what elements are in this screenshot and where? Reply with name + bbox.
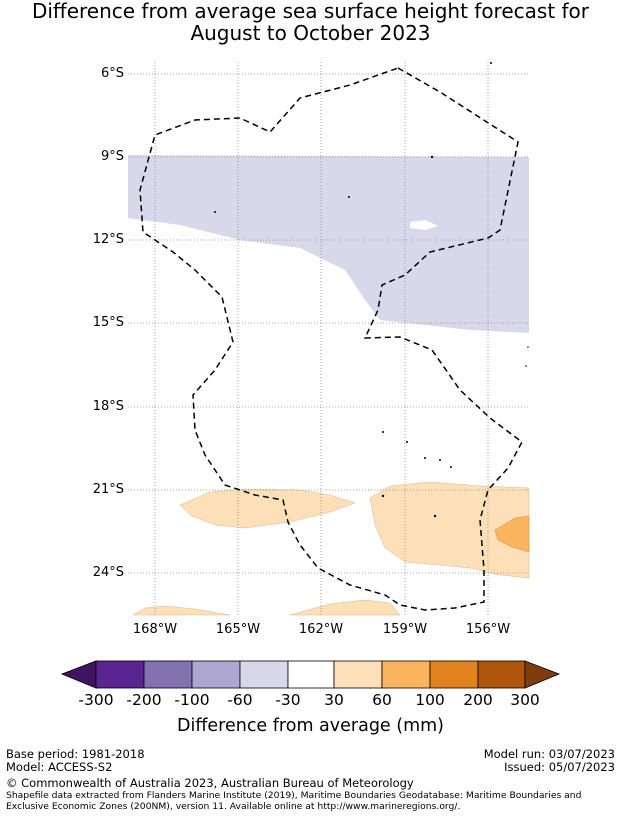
colorbar-label: -200: [126, 691, 162, 709]
colorbar-extend-high: [524, 660, 561, 689]
colorbar-segment: [95, 660, 145, 689]
lon-tick-label: 165°W: [215, 622, 261, 637]
base-period: Base period: 1981-2018: [6, 747, 145, 761]
negative-anomaly-region: [128, 155, 529, 333]
colorbar-segment: [333, 660, 383, 689]
source-credit-line2: Exclusive Economic Zones (200NM), versio…: [6, 801, 461, 812]
colorbar-label: 30: [324, 691, 344, 709]
lat-tick-label: 24°S: [92, 565, 124, 580]
source-credit-line1: Shapefile data extracted from Flanders M…: [6, 790, 582, 801]
colorbar-extend-low: [60, 660, 97, 689]
colorbar-segment: [191, 660, 241, 689]
lat-tick-label: 18°S: [92, 399, 124, 414]
colorbar-label: -100: [174, 691, 210, 709]
colorbar-segment: [381, 660, 431, 689]
lat-tick-label: 6°S: [100, 66, 124, 81]
positive-anomaly-south-west: [132, 605, 231, 616]
colorbar-label: 100: [415, 691, 445, 709]
map-title-line2: August to October 2023: [190, 21, 431, 45]
colorbar-label: -30: [275, 691, 301, 709]
positive-anomaly-south-east: [289, 599, 401, 616]
colorbar: [60, 660, 561, 689]
lat-tick-label: 9°S: [100, 149, 124, 164]
colorbar-label: -300: [78, 691, 114, 709]
colorbar-title: Difference from average (mm): [176, 716, 445, 736]
eez-boundary: [139, 67, 523, 611]
lon-tick-label: 162°W: [298, 622, 344, 637]
plot-area: [128, 62, 530, 616]
lon-tick-label: 159°W: [382, 622, 428, 637]
positive-anomaly-core: [494, 515, 530, 553]
colorbar-label: 60: [372, 691, 392, 709]
islands: [214, 62, 529, 518]
colorbar-segment: [143, 660, 193, 689]
colorbar-label: -60: [227, 691, 253, 709]
colorbar-segment: [239, 660, 289, 689]
colorbar-label: 200: [463, 691, 493, 709]
lat-tick-label: 21°S: [92, 482, 124, 497]
lat-tick-label: 15°S: [92, 315, 124, 330]
issued-date: Issued: 05/07/2023: [504, 760, 615, 774]
lon-tick-label: 156°W: [465, 622, 511, 637]
copyright: © Commonwealth of Australia 2023, Austra…: [6, 776, 414, 790]
colorbar-segment: [429, 660, 479, 689]
map-title-line1: Difference from average sea surface heig…: [31, 0, 590, 23]
white-gap: [410, 220, 438, 230]
positive-anomaly-east: [369, 481, 530, 579]
lon-tick-label: 168°W: [132, 622, 178, 637]
model-name: Model: ACCESS-S2: [6, 760, 113, 774]
model-run-date: Model run: 03/07/2023: [483, 747, 615, 761]
colorbar-segment: [477, 660, 526, 689]
lat-tick-label: 12°S: [92, 232, 124, 247]
positive-anomaly-west: [179, 488, 356, 529]
colorbar-label: 300: [510, 691, 540, 709]
colorbar-segment: [287, 660, 335, 689]
